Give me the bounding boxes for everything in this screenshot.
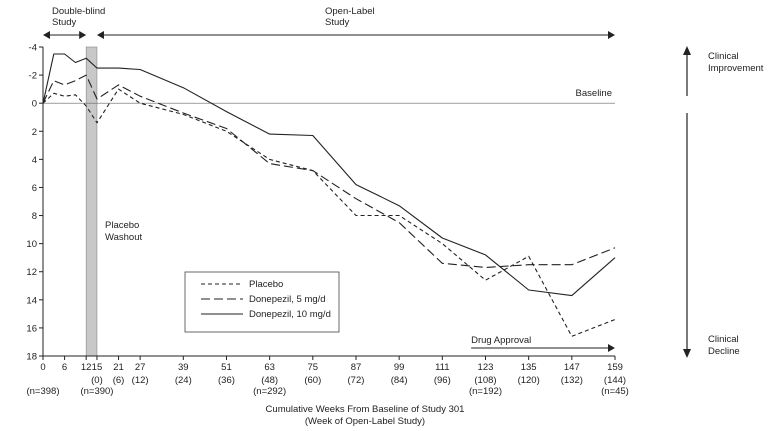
improvement-arrowhead xyxy=(683,46,691,55)
x-tick-sublabel: (60) xyxy=(304,375,321,386)
y-tick-label: 18 xyxy=(26,352,37,363)
x-tick-sublabel: (120) xyxy=(518,375,540,386)
y-tick-label: 14 xyxy=(26,295,37,306)
x-tick-label: 27 xyxy=(135,362,146,373)
decline-arrowhead xyxy=(683,349,691,358)
x-tick-sublabel: (12) xyxy=(132,375,149,386)
x-tick-sublabel: (72) xyxy=(348,375,365,386)
y-tick-label: -4 xyxy=(29,43,37,54)
x-tick-sublabel: (132) xyxy=(561,375,583,386)
x-tick-sublabel: (24) xyxy=(175,375,192,386)
open-label-label-line2: Study xyxy=(325,17,350,28)
x-tick-label: 0 xyxy=(40,362,45,373)
drug-approval-arrowhead xyxy=(608,344,615,352)
x-tick-label: 6 xyxy=(62,362,67,373)
x-tick-sublabel: (0) xyxy=(91,375,103,386)
washout-label-line2: Washout xyxy=(105,232,142,243)
series-line-2 xyxy=(42,74,616,269)
x-tick-sublabel: (48) xyxy=(261,375,278,386)
x-tick-sublabel: (84) xyxy=(391,375,408,386)
x-tick-label: 51 xyxy=(221,362,232,373)
double-blind-arrowhead-left xyxy=(43,31,50,39)
x-tick-sublabel: (144) xyxy=(604,375,626,386)
double-blind-arrowhead-right xyxy=(79,31,87,39)
clinical-improvement-line2: Improvement xyxy=(708,63,764,74)
y-tick-label: 6 xyxy=(32,183,37,194)
x-tick-label: 39 xyxy=(178,362,189,373)
x-tick-sublabel: (36) xyxy=(218,375,235,386)
open-label-arrowhead-right xyxy=(608,31,615,39)
x-tick-label: 15 xyxy=(92,362,103,373)
y-tick-label: 12 xyxy=(26,267,37,278)
washout-label-line1: Placebo xyxy=(105,220,139,231)
y-tick-label: 4 xyxy=(32,155,37,166)
series-line-1 xyxy=(42,88,616,337)
x-tick-sublabel: (6) xyxy=(113,375,125,386)
baseline-label: Baseline xyxy=(576,88,612,99)
legend-box xyxy=(184,271,340,333)
sample-size-label: (n=292) xyxy=(253,386,286,397)
clinical-improvement-line1: Clinical xyxy=(708,51,739,62)
legend-label-1: Placebo xyxy=(249,279,283,290)
double-blind-label-line1: Double-blind xyxy=(52,6,105,17)
x-tick-label: 12 xyxy=(81,362,92,373)
y-tick-label: 0 xyxy=(32,99,37,110)
x-tick-label: 147 xyxy=(564,362,580,373)
x-tick-label: 63 xyxy=(264,362,275,373)
y-tick-label: 16 xyxy=(26,323,37,334)
legend-label-3: Donepezil, 10 mg/d xyxy=(249,309,331,320)
y-tick-label: 10 xyxy=(26,239,37,250)
y-tick-label: 8 xyxy=(32,211,37,222)
x-tick-sublabel: (108) xyxy=(474,375,496,386)
drug-approval-label: Drug Approval xyxy=(471,335,531,346)
sample-size-label: (n=192) xyxy=(469,386,502,397)
legend-label-2: Donepezil, 5 mg/d xyxy=(249,294,326,305)
x-axis-subtitle: (Week of Open-Label Study) xyxy=(305,416,425,426)
series-line-3 xyxy=(42,53,616,297)
x-tick-label: 87 xyxy=(351,362,362,373)
double-blind-label-line2: Study xyxy=(52,17,77,28)
x-tick-label: 111 xyxy=(435,362,449,373)
y-tick-label: -2 xyxy=(29,71,37,82)
x-tick-label: 99 xyxy=(394,362,405,373)
sample-size-label: (n=390) xyxy=(80,386,113,397)
x-tick-label: 135 xyxy=(521,362,537,373)
clinical-decline-line2: Decline xyxy=(708,346,740,357)
x-tick-label: 123 xyxy=(478,362,494,373)
open-label-label-line1: Open-Label xyxy=(325,6,375,17)
clinical-decline-line1: Clinical xyxy=(708,334,739,345)
x-tick-label: 159 xyxy=(607,362,623,373)
sample-size-label: (n=398) xyxy=(26,386,59,397)
open-label-arrowhead-left xyxy=(96,31,104,39)
washout-band xyxy=(85,46,98,357)
x-tick-label: 21 xyxy=(113,362,124,373)
x-tick-label: 75 xyxy=(308,362,319,373)
sample-size-label: (n=45) xyxy=(601,386,629,397)
x-tick-sublabel: (96) xyxy=(434,375,451,386)
x-axis-title: Cumulative Weeks From Baseline of Study … xyxy=(266,404,465,415)
y-tick-label: 2 xyxy=(32,127,37,138)
